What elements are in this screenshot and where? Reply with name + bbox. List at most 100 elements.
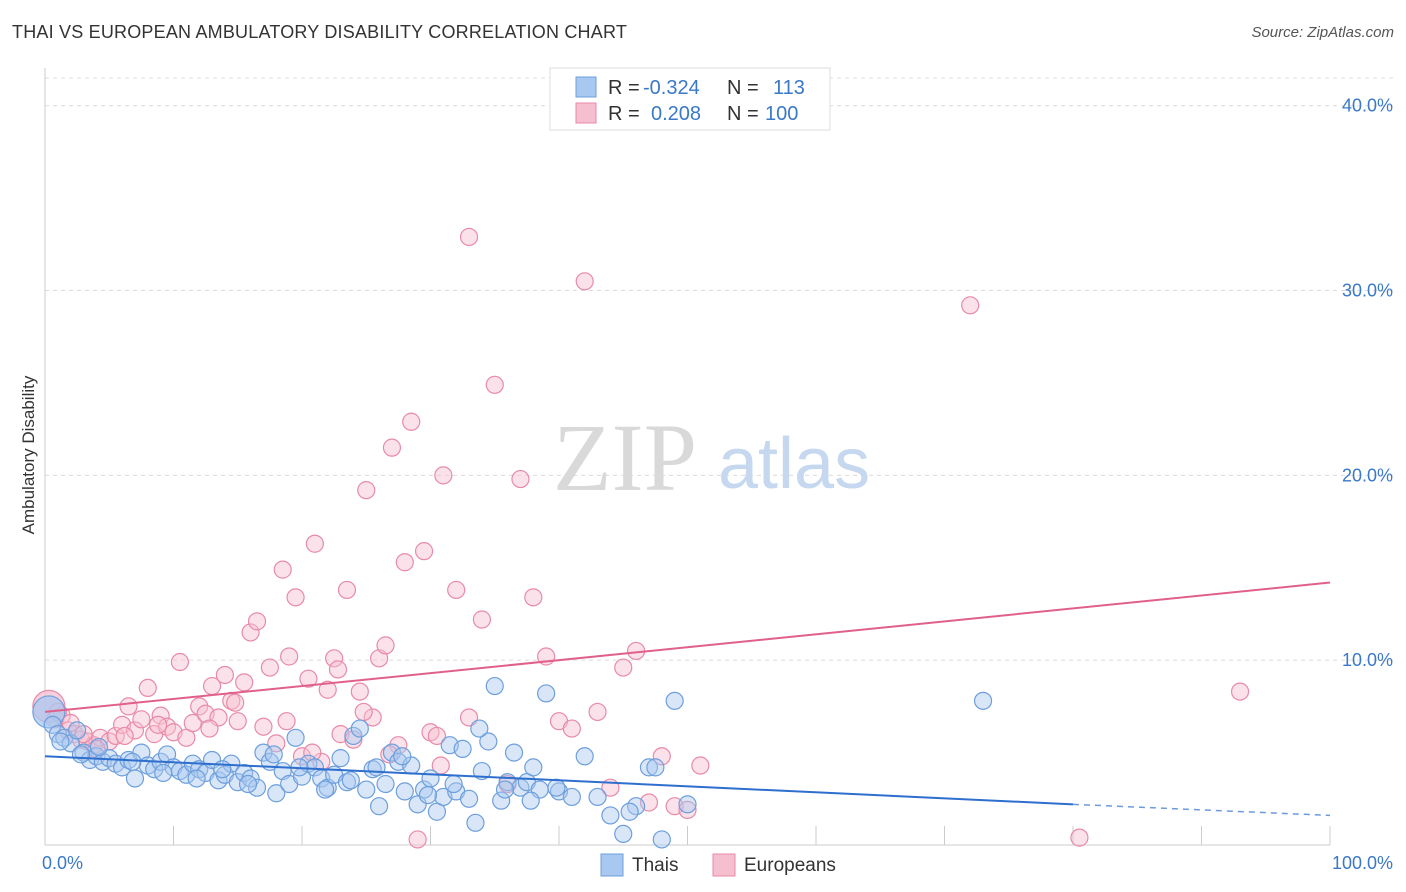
thais-point — [466, 813, 485, 832]
europeans-point — [328, 660, 348, 679]
europeans-point — [286, 588, 305, 607]
europeans-point — [350, 682, 369, 701]
europeans-point — [119, 697, 138, 716]
y-axis-title: Ambulatory Disability — [19, 375, 38, 534]
europeans-point — [408, 830, 427, 849]
europeans-trend-line — [44, 581, 1331, 713]
europeans-point — [427, 726, 447, 746]
europeans-point — [485, 375, 504, 394]
thais-point — [588, 787, 607, 807]
thais-point — [43, 715, 62, 734]
thais-point — [614, 824, 633, 844]
europeans-point — [678, 800, 697, 819]
europeans-point — [190, 697, 209, 716]
bottom-legend-label-thais: Thais — [632, 855, 678, 876]
europeans-point — [588, 702, 607, 722]
top-legend-box — [549, 67, 831, 131]
y-tick-label: 30.0% — [1342, 281, 1393, 301]
thais-point — [382, 743, 402, 762]
thais-point — [305, 758, 324, 777]
legend-r-value-europeans: 0.208 — [651, 103, 701, 125]
thais-point — [646, 758, 665, 777]
thais-point — [470, 719, 489, 738]
thais-point — [678, 795, 697, 814]
europeans-point — [277, 712, 296, 731]
bottom-legend-label-europeans: Europeans — [744, 855, 836, 876]
europeans-point — [115, 726, 134, 746]
europeans-point — [459, 708, 479, 727]
thais-point — [51, 732, 70, 751]
thais-point — [537, 684, 556, 703]
thais-point — [267, 784, 286, 803]
europeans-point — [241, 623, 260, 642]
thais-point — [547, 778, 566, 797]
europeans-point — [132, 710, 151, 729]
thais-point — [393, 747, 412, 766]
thais-point — [264, 745, 283, 764]
watermark-zip: ZIP — [553, 404, 697, 511]
thais-point — [367, 758, 386, 777]
europeans-point — [260, 658, 279, 677]
europeans-point — [652, 747, 671, 766]
europeans-point — [215, 665, 234, 685]
europeans-point — [138, 678, 157, 698]
thais-point — [112, 758, 132, 777]
europeans-point — [414, 542, 434, 561]
thais-trend-line — [44, 755, 1074, 806]
europeans-point — [226, 693, 245, 712]
europeans-point — [382, 438, 402, 457]
europeans-point — [183, 713, 202, 733]
thais-point — [123, 752, 142, 771]
y-tick-label: 10.0% — [1342, 650, 1393, 670]
europeans-point — [961, 296, 980, 315]
europeans-point — [228, 712, 247, 731]
thais-point — [453, 739, 472, 758]
thais-trend-extension — [1072, 803, 1331, 817]
x-tick-label: 0.0% — [42, 853, 83, 873]
thais-point — [344, 726, 363, 746]
x-tick-label: 100.0% — [1332, 853, 1393, 873]
thais-point — [357, 780, 376, 799]
europeans-point — [303, 743, 322, 762]
europeans-point — [1230, 682, 1250, 701]
watermark: ZIP atlas — [553, 404, 870, 511]
thais-point — [247, 778, 267, 797]
grid-lines — [45, 77, 1395, 661]
europeans-point — [363, 708, 382, 727]
thais-point — [492, 791, 511, 810]
y-tick-label: 40.0% — [1342, 96, 1393, 116]
europeans-point — [254, 717, 273, 736]
axes — [44, 68, 1331, 846]
europeans-point — [395, 553, 414, 572]
europeans-point — [318, 680, 337, 699]
thais-point — [652, 830, 671, 849]
legend-n-value-europeans: 100 — [765, 103, 798, 125]
europeans-point — [325, 649, 344, 668]
europeans-point — [434, 466, 453, 485]
thais-point — [370, 797, 389, 816]
thais-point — [459, 789, 479, 808]
thais-point — [154, 763, 173, 783]
europeans-point — [200, 719, 219, 738]
thais-point — [504, 743, 524, 762]
thais-point — [187, 769, 206, 788]
europeans-point — [354, 702, 373, 722]
europeans-point — [235, 673, 254, 692]
europeans-point — [247, 612, 267, 631]
thais-point — [71, 745, 91, 764]
thais-point — [376, 774, 395, 794]
thais-point — [479, 732, 498, 751]
thais-point — [444, 774, 463, 794]
tick-labels: 10.0% 20.0% 30.0% 40.0% 0.0% 100.0% — [42, 96, 1393, 873]
europeans-point — [376, 636, 395, 655]
thais-point — [395, 782, 414, 801]
y-tick-label: 20.0% — [1342, 465, 1393, 485]
source-label: Source: ZipAtlas.com — [1251, 24, 1394, 41]
thais-point — [341, 771, 360, 790]
europeans-point — [305, 534, 324, 553]
chart-title: THAI VS EUROPEAN AMBULATORY DISABILITY C… — [12, 22, 628, 42]
legend-r-label-thais: R = — [608, 77, 640, 99]
europeans-point — [562, 719, 581, 738]
europeans-point — [524, 588, 543, 607]
